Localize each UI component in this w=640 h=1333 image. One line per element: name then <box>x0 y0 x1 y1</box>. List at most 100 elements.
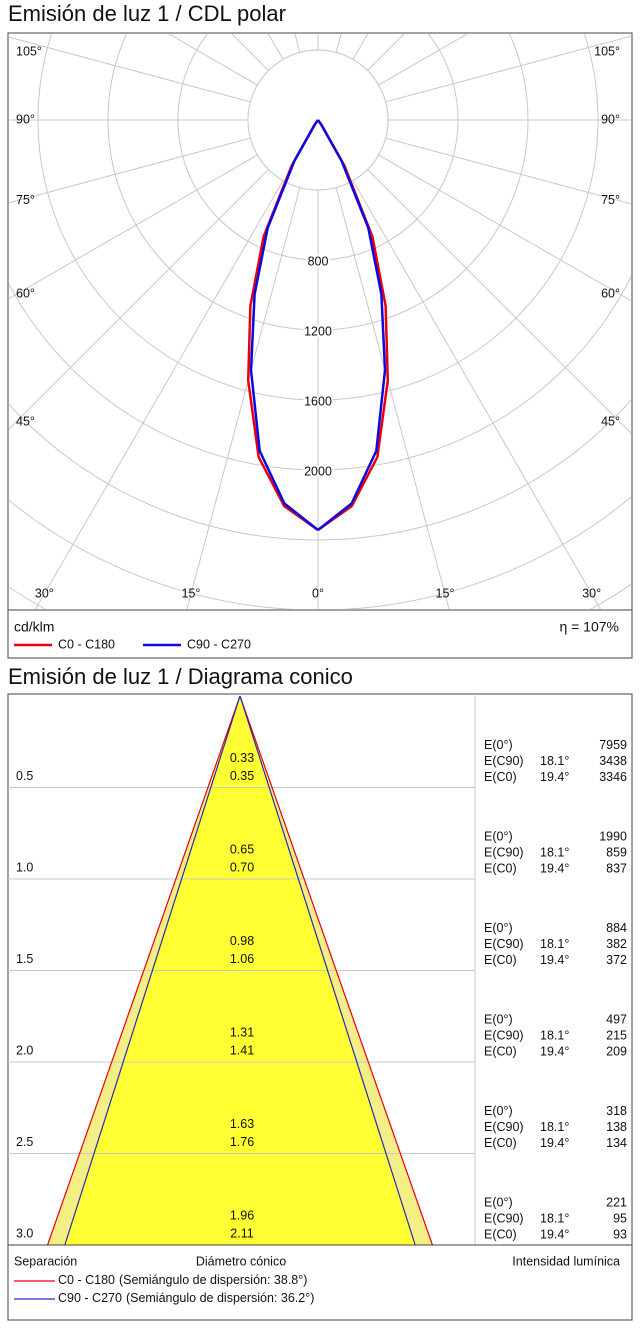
angle-tick-label: 90° <box>601 112 620 126</box>
column-header: Separación <box>14 1254 77 1268</box>
angle-tick-label: 45° <box>16 414 35 428</box>
cone-frame <box>7 693 633 1321</box>
angle-tick-label: 60° <box>601 287 620 301</box>
grid-ray <box>317 119 631 302</box>
e-angle: 18.1° <box>540 754 569 768</box>
legend-name: C90 - C270 <box>58 1291 122 1305</box>
e-angle: 18.1° <box>540 1211 569 1225</box>
diameter-label: 1.41 <box>230 1043 254 1057</box>
grid-ray <box>9 119 319 204</box>
e-label: E(0°) <box>484 1012 513 1026</box>
radial-tick-label: 1600 <box>304 394 332 408</box>
e-label: E(C0) <box>484 861 517 875</box>
e-label: E(C90) <box>484 1028 524 1042</box>
separation-label: 1.5 <box>16 952 33 966</box>
e-label: E(C0) <box>484 1136 517 1150</box>
separation-label: 2.0 <box>16 1043 33 1057</box>
column-header: Intensidad lumínica <box>512 1254 620 1268</box>
e-value: 215 <box>606 1028 627 1042</box>
angle-tick-label: 15° <box>182 586 201 600</box>
e-label: E(0°) <box>484 829 513 843</box>
e-label: E(C0) <box>484 770 517 784</box>
e-value: 134 <box>606 1136 627 1150</box>
e-value: 93 <box>613 1227 627 1241</box>
separation-label: 3.0 <box>16 1226 33 1240</box>
e-value: 837 <box>606 861 627 875</box>
cone-edge <box>46 695 241 1246</box>
e-angle: 18.1° <box>540 937 569 951</box>
e-angle: 19.4° <box>540 1136 569 1150</box>
e-label: E(C90) <box>484 1211 524 1225</box>
e-label: E(C0) <box>484 953 517 967</box>
e-value: 7959 <box>599 738 627 752</box>
e-value: 221 <box>606 1195 627 1209</box>
grid-ray <box>317 119 631 205</box>
cone-edge <box>64 695 241 1246</box>
legend-name: C0 - C180 <box>58 1273 115 1287</box>
e-value: 884 <box>606 921 627 935</box>
grid-ray <box>9 119 319 430</box>
e-angle: 19.4° <box>540 953 569 967</box>
angle-tick-label: 15° <box>436 586 455 600</box>
diameter-label: 1.63 <box>230 1117 254 1131</box>
diameter-label: 0.65 <box>230 842 254 856</box>
e-value: 859 <box>606 845 627 859</box>
e-label: E(C90) <box>484 937 524 951</box>
grid-ray <box>317 119 450 609</box>
unit-label: cd/klm <box>14 619 54 635</box>
polar-plot <box>9 34 631 609</box>
e-value: 138 <box>606 1120 627 1134</box>
e-label: E(C90) <box>484 845 524 859</box>
angle-tick-label: 90° <box>16 112 35 126</box>
cone-edge <box>239 695 434 1246</box>
diameter-label: 1.96 <box>230 1208 254 1222</box>
column-header: Diámetro cónico <box>196 1254 286 1268</box>
grid-ray <box>9 36 319 121</box>
intensity-curve <box>249 119 320 531</box>
diameter-label: 1.31 <box>230 1025 254 1039</box>
grid-ray <box>317 35 631 121</box>
grid-ray <box>186 119 319 609</box>
polar-frame <box>7 32 633 659</box>
e-label: E(C90) <box>484 1120 524 1134</box>
e-value: 209 <box>606 1044 627 1058</box>
diameter-label: 0.98 <box>230 934 254 948</box>
e-value: 3438 <box>599 754 627 768</box>
grid-ray <box>317 119 631 434</box>
grid-ray <box>317 119 601 609</box>
e-label: E(C0) <box>484 1227 517 1241</box>
angle-tick-label: 75° <box>16 193 35 207</box>
e-angle: 19.4° <box>540 770 569 784</box>
diameter-label: 0.33 <box>230 751 254 765</box>
grid-ray <box>168 34 319 121</box>
e-value: 3346 <box>599 770 627 784</box>
angle-tick-label: 105° <box>594 44 620 58</box>
radial-tick-label: 1200 <box>304 324 332 338</box>
radial-tick-label: 800 <box>308 254 329 268</box>
efficiency: η = 107% <box>559 619 619 635</box>
separation-label: 0.5 <box>16 769 33 783</box>
diameter-label: 1.06 <box>230 952 254 966</box>
grid-ray <box>9 119 319 299</box>
diameter-label: 2.11 <box>230 1226 253 1240</box>
e-angle: 19.4° <box>540 861 569 875</box>
e-angle: 19.4° <box>540 1227 569 1241</box>
e-angle: 18.1° <box>540 1028 569 1042</box>
angle-tick-label: 30° <box>582 586 601 600</box>
e-value: 372 <box>606 953 627 967</box>
intensity-curve <box>316 119 387 531</box>
angle-tick-label: 60° <box>16 287 35 301</box>
e-label: E(0°) <box>484 738 513 752</box>
e-value: 382 <box>606 937 627 951</box>
legend-half-angle: (Semiángulo de dispersión: 38.8°) <box>119 1273 307 1287</box>
e-label: E(0°) <box>484 1104 513 1118</box>
grid-ray <box>317 34 468 121</box>
e-value: 497 <box>606 1012 627 1026</box>
angle-tick-label: 30° <box>35 586 54 600</box>
legend-label: C90 - C270 (Semiángulo de dispersión: 36.… <box>58 1291 314 1305</box>
e-label: E(0°) <box>484 921 513 935</box>
angle-tick-label: 0° <box>312 586 324 600</box>
legend-half-angle: (Semiángulo de dispersión: 36.2°) <box>126 1291 314 1305</box>
angle-tick-label: 105° <box>16 44 42 58</box>
